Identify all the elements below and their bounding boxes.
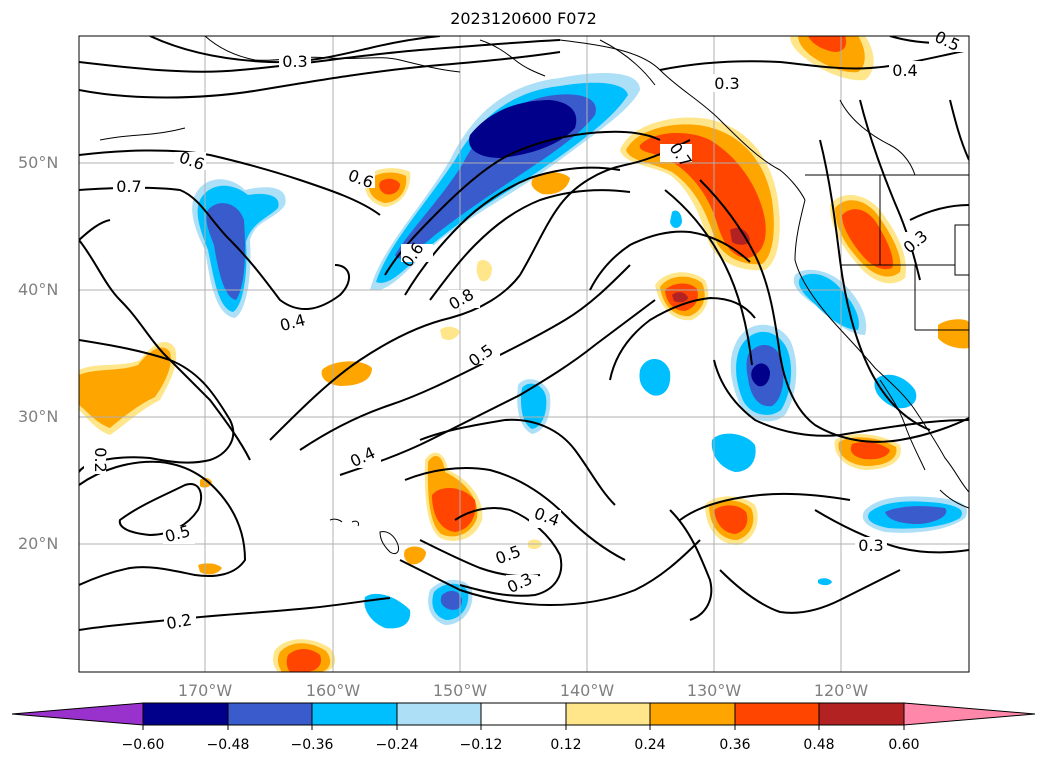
colorbar xyxy=(11,702,1036,730)
colorbar-tick-label: −0.24 xyxy=(375,737,419,753)
longitude-label: 150°W xyxy=(432,681,488,700)
colorbar-tick-label: 0.24 xyxy=(634,737,666,753)
map-border xyxy=(78,35,970,673)
contour-label: 0.4 xyxy=(892,61,917,80)
longitude-label: 140°W xyxy=(559,681,615,700)
colorbar-tick-label: −0.60 xyxy=(121,737,165,753)
latitude-label: 30°N xyxy=(18,407,59,426)
latitude-label: 40°N xyxy=(18,280,59,299)
colorbar-tick-label: −0.48 xyxy=(206,737,250,753)
colorbar-extend-low xyxy=(11,702,144,726)
contour-label: 0.3 xyxy=(858,536,883,555)
colorbar-extend-high xyxy=(903,702,1036,726)
figure-title: 2023120600 F072 xyxy=(450,9,597,28)
contour-label: 0.2 xyxy=(91,447,110,472)
contour-label: 0.3 xyxy=(282,52,307,71)
gridlines xyxy=(79,36,969,672)
colorbar-tick-label: 0.60 xyxy=(888,737,920,753)
contour-labels: 0.3 0.3 0.4 0.5 0.6 0.7 0.6 0.7 0.6 0.8 … xyxy=(84,27,969,633)
colorbar-tick-label: 0.12 xyxy=(550,737,582,753)
longitude-label: 130°W xyxy=(686,681,742,700)
contour-label: 0.7 xyxy=(116,177,141,196)
longitude-label: 160°W xyxy=(305,681,361,700)
latitude-label: 20°N xyxy=(18,534,59,553)
colorbar-tick-label: −0.36 xyxy=(290,737,334,753)
contour-label: 0.2 xyxy=(165,610,193,633)
colorbar-tick-label: 0.36 xyxy=(719,737,751,753)
longitude-label: 170°W xyxy=(177,681,233,700)
latitude-label: 50°N xyxy=(18,153,59,172)
colorbar-tick-label: −0.12 xyxy=(459,737,503,753)
contour-label: 0.3 xyxy=(714,74,739,93)
colorbar-tick-label: 0.48 xyxy=(803,737,835,753)
longitude-label: 120°W xyxy=(813,681,869,700)
